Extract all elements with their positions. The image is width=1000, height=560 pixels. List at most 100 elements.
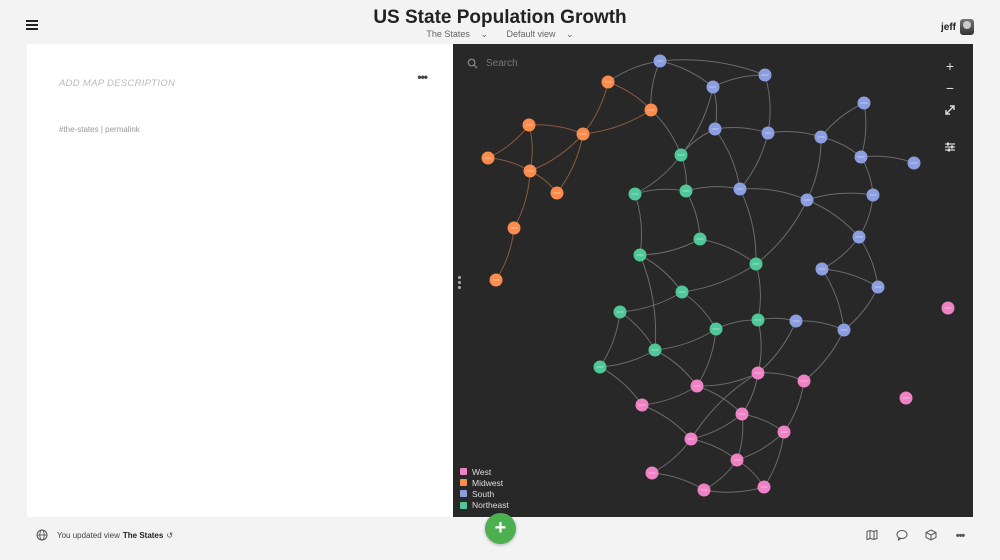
graph-edge <box>651 472 705 491</box>
graph-edge <box>690 372 759 440</box>
search-bar <box>467 58 606 69</box>
status-text: You updated view <box>57 531 120 540</box>
graph-edge <box>703 486 765 493</box>
status-message: You updated view The States ↺ <box>57 531 173 540</box>
graph-edge <box>703 459 738 491</box>
graph-edge <box>860 155 915 164</box>
search-icon <box>467 58 478 69</box>
settings-sliders-icon[interactable] <box>942 140 958 156</box>
permalink-link[interactable]: permalink <box>105 125 140 134</box>
graph-edge <box>513 170 531 229</box>
graph-edge <box>821 268 845 331</box>
graph-edge <box>582 109 652 135</box>
graph-edge <box>685 186 741 192</box>
graph-edge <box>634 193 643 256</box>
graph-edge <box>654 349 698 387</box>
graph-edge <box>860 102 867 158</box>
legend-swatch <box>460 490 467 498</box>
legend: West Midwest South Northeast <box>460 466 509 511</box>
more-icon[interactable]: ••• <box>955 530 966 542</box>
view-dropdown[interactable]: Default view ⌄ <box>503 29 578 39</box>
graph-edge <box>487 157 531 172</box>
graph-edge <box>690 438 738 461</box>
legend-item-south: South <box>460 488 509 499</box>
graph-edge <box>696 372 759 387</box>
graph-edge <box>820 102 865 138</box>
graph-edge <box>639 238 701 256</box>
user-menu[interactable]: jeff <box>941 19 974 35</box>
graph-edge <box>806 136 822 201</box>
graph-edge <box>685 190 701 240</box>
graph-edge <box>757 319 762 374</box>
page-title: US State Population Growth <box>373 7 627 28</box>
graph-edge <box>764 74 771 134</box>
legend-swatch <box>460 468 467 476</box>
chevron-down-icon: ⌄ <box>480 29 488 39</box>
comment-icon[interactable] <box>895 529 909 543</box>
avatar <box>960 19 974 35</box>
legend-label: Northeast <box>472 500 509 511</box>
graph-edge <box>739 188 757 265</box>
graph-edge <box>755 199 808 265</box>
globe-icon[interactable] <box>36 529 48 541</box>
map-links: #the-states | permalink <box>59 125 140 134</box>
graph-edge <box>654 328 717 351</box>
graph-edge <box>806 192 874 201</box>
search-input[interactable] <box>486 58 606 69</box>
chevron-down-icon: ⌄ <box>566 29 574 39</box>
legend-label: West <box>472 466 492 477</box>
graph-edge <box>487 124 530 159</box>
graph-edge <box>739 132 769 190</box>
graph-edge <box>783 380 805 433</box>
link-separator: | <box>100 125 103 134</box>
more-options-icon[interactable]: ••• <box>417 70 428 84</box>
graph-edge <box>699 238 757 265</box>
tag-link[interactable]: #the-states <box>59 125 99 134</box>
legend-item-midwest: Midwest <box>460 477 509 488</box>
project-dropdown-label: The States <box>426 29 470 39</box>
map-icon[interactable] <box>865 529 879 543</box>
graph-edge <box>641 404 692 440</box>
graph-edge <box>858 194 874 238</box>
zoom-in-icon[interactable]: + <box>945 58 955 74</box>
view-dropdown-label: Default view <box>506 29 556 39</box>
graph-edge <box>736 431 785 461</box>
graph-edge <box>634 154 682 195</box>
graph-edge <box>767 131 822 138</box>
cube-icon[interactable] <box>924 529 938 543</box>
map-description-input[interactable]: ADD MAP DESCRIPTION <box>59 78 176 89</box>
bottom-bar: You updated view The States ↺ ••• <box>0 524 1000 548</box>
graph-edge <box>556 133 584 194</box>
breadcrumb: The States ⌄ Default view ⌄ <box>0 29 1000 40</box>
graph-edge <box>757 372 805 382</box>
zoom-out-icon[interactable]: − <box>945 80 955 96</box>
graph-edge <box>528 124 584 135</box>
graph-edge <box>650 60 661 111</box>
network-graph[interactable] <box>453 44 973 517</box>
graph-edge <box>681 291 717 330</box>
status-view-name: The States <box>122 531 164 540</box>
legend-swatch <box>460 479 467 487</box>
add-element-button[interactable]: + <box>485 513 516 544</box>
graph-edge <box>843 286 879 331</box>
graph-edge <box>607 81 652 111</box>
map-canvas[interactable]: + − West Midwest South Northeast <box>453 44 973 517</box>
expand-icon[interactable] <box>942 103 958 119</box>
project-dropdown[interactable]: The States ⌄ <box>422 29 492 39</box>
undo-icon[interactable]: ↺ <box>166 531 174 540</box>
graph-edge <box>820 136 862 158</box>
graph-edge <box>650 109 682 156</box>
top-bar: US State Population Growth The States ⌄ … <box>0 0 1000 44</box>
panel-resize-handle[interactable] <box>458 276 462 290</box>
graph-edge <box>659 60 714 88</box>
legend-label: South <box>472 488 495 499</box>
graph-edge <box>619 311 656 351</box>
menu-icon[interactable] <box>26 20 38 30</box>
graph-edge <box>690 413 743 440</box>
legend-label: Midwest <box>472 477 504 488</box>
graph-edge <box>641 385 698 406</box>
graph-edge <box>806 199 860 238</box>
graph-edge <box>755 263 761 321</box>
graph-edge <box>795 320 845 331</box>
graph-edge <box>639 254 657 351</box>
